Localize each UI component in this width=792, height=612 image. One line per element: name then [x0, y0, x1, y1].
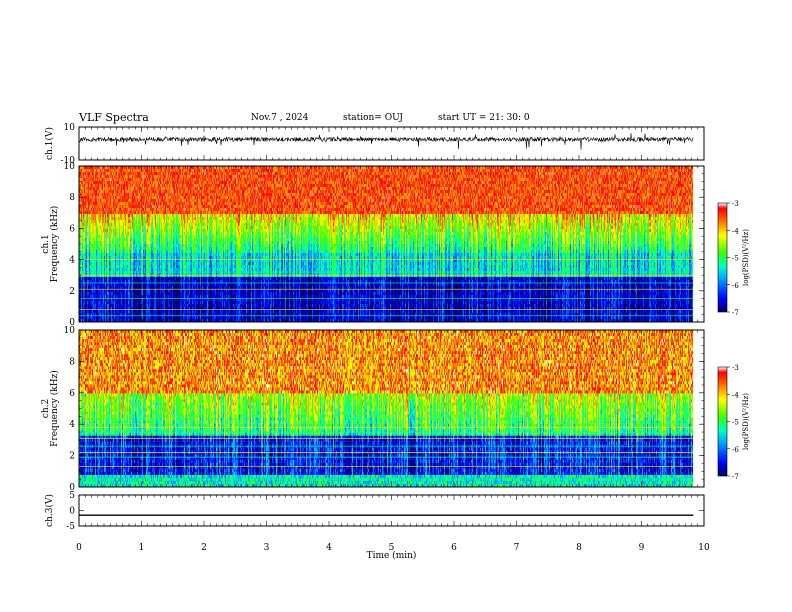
colorbar-tick-label: -5 [732, 419, 739, 427]
y-tick-label: -5 [66, 522, 75, 532]
y-tick-label: 2 [69, 287, 75, 297]
colorbar-label: log(PSD)(V²/Hz) [742, 229, 750, 286]
colorbar-tick-label: -4 [732, 391, 739, 399]
colorbar-tick-label: -3 [732, 200, 739, 208]
y-tick-label: 5 [69, 491, 75, 501]
x-tick-label: 3 [264, 543, 270, 553]
colorbar-tick-label: -4 [732, 227, 739, 235]
colorbar-label: log(PSD)(V²/Hz) [742, 393, 750, 450]
colorbar [718, 203, 727, 312]
x-axis-label: Time (min) [367, 550, 417, 561]
ch2-spectrogram-image [79, 330, 704, 487]
x-tick-label: 1 [139, 543, 145, 553]
y-axis-label: ch.1(V) [44, 127, 55, 160]
y-tick-label: 10 [64, 326, 76, 336]
colorbar-tick-label: -5 [732, 255, 739, 263]
y-tick-label: 10 [64, 123, 76, 133]
y-tick-label: 4 [69, 256, 75, 266]
y-axis-label: ch.3(V) [44, 494, 55, 527]
colorbar-tick-label: -3 [732, 364, 739, 372]
colorbar-tick-label: -6 [732, 446, 739, 454]
colorbar-tick-label: -7 [732, 309, 739, 317]
y-tick-label: 4 [69, 420, 75, 430]
y-tick-label: 10 [64, 162, 76, 172]
y-tick-label: 6 [69, 389, 75, 399]
y-axis-label: Frequency (kHz) [49, 370, 60, 447]
x-tick-label: 6 [451, 543, 457, 553]
x-tick-label: 2 [201, 543, 207, 553]
x-tick-label: 4 [326, 543, 332, 553]
x-tick-label: 9 [639, 543, 645, 553]
x-tick-label: 8 [576, 543, 582, 553]
y-tick-label: 2 [69, 452, 75, 462]
ch1-waveform-trace [80, 133, 694, 150]
y-axis-label: Frequency (kHz) [49, 206, 60, 283]
y-tick-label: 6 [69, 224, 75, 234]
colorbar-tick-label: -7 [732, 473, 739, 481]
colorbar-tick-label: -6 [732, 282, 739, 290]
ch1-spectrogram-image [79, 166, 704, 322]
x-tick-label: 7 [514, 543, 520, 553]
x-tick-label: 0 [76, 543, 82, 553]
y-tick-label: 8 [69, 193, 75, 203]
x-tick-label: 10 [698, 543, 710, 553]
y-tick-label: 0 [69, 507, 75, 517]
colorbar [718, 367, 727, 476]
y-tick-label: 8 [69, 357, 75, 367]
